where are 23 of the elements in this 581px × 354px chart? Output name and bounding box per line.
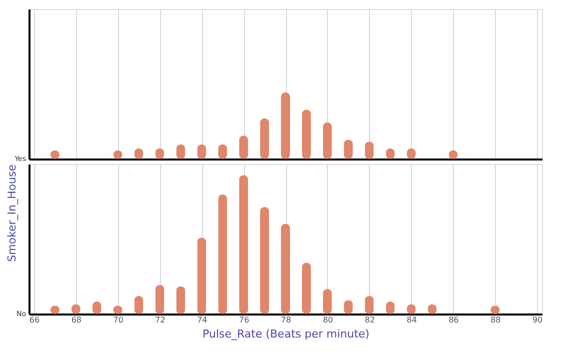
bar [281, 92, 290, 159]
x-axis-title: Pulse_Rate (Beats per minute) [202, 328, 370, 340]
x-tick-label: 84 [406, 316, 417, 324]
x-tick-label: 68 [71, 316, 82, 324]
y-axis-title: Smoker_In_House [6, 164, 18, 262]
bar [302, 262, 311, 314]
x-tick-label: 88 [490, 316, 501, 324]
x-tick-label: 78 [280, 316, 292, 324]
x-tick-label: 74 [197, 316, 208, 324]
bar [218, 194, 228, 314]
x-tick-label: 90 [532, 316, 543, 324]
bar [281, 224, 290, 314]
x-tick-label: 70 [113, 316, 124, 324]
x-tick-label: 86 [448, 316, 459, 324]
bar [302, 110, 311, 159]
x-tick-label: 76 [238, 316, 250, 324]
x-tick-label: 80 [322, 316, 334, 324]
x-tick-label: 66 [29, 316, 40, 324]
bar [197, 238, 206, 314]
bar [260, 207, 270, 314]
x-tick-label: 72 [155, 316, 166, 324]
x-tick-label: 82 [364, 316, 375, 324]
bar [239, 175, 248, 314]
